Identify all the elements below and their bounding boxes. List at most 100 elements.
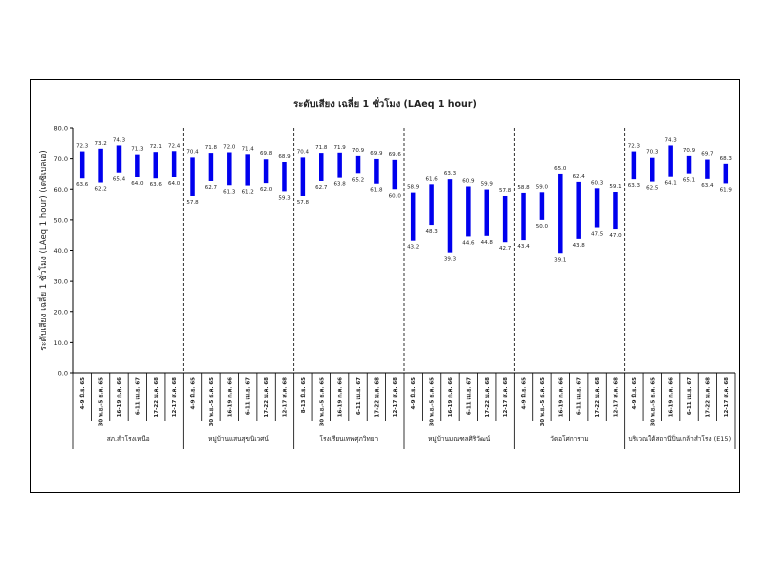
min-value-label: 47.0 bbox=[609, 233, 622, 239]
range-bar bbox=[263, 159, 269, 184]
period-label: 30 พ.ย.-5 ธ.ค. 65 bbox=[649, 377, 656, 427]
range-bar bbox=[558, 173, 563, 254]
range-bar bbox=[723, 163, 729, 184]
max-value-label: 59.9 bbox=[481, 182, 494, 188]
period-label: 16-19 ก.ค. 66 bbox=[116, 377, 123, 417]
range-bar bbox=[98, 148, 103, 183]
min-value-label: 62.2 bbox=[94, 187, 106, 193]
period-label: 12-17 ส.ค. 68 bbox=[502, 377, 509, 417]
min-value-label: 61.9 bbox=[720, 187, 733, 193]
min-value-label: 43.2 bbox=[407, 245, 419, 251]
period-label: 30 พ.ย.-5 ธ.ค. 65 bbox=[318, 377, 325, 427]
range-bar bbox=[300, 157, 306, 196]
range-bar bbox=[135, 154, 140, 177]
range-bar bbox=[594, 188, 600, 228]
range-bar bbox=[613, 192, 618, 230]
y-tick-label: 10.0 bbox=[54, 339, 68, 347]
period-label: 12-17 ส.ค. 68 bbox=[392, 377, 399, 417]
range-bar bbox=[190, 157, 195, 196]
plot-area: 72.3 63.6 73.2 62.2 74.3 65.4 71.3 64.0 72.1 63.6… bbox=[76, 128, 732, 373]
period-label: 8-13 มิ.ย. 65 bbox=[300, 377, 307, 413]
range-bar bbox=[208, 153, 214, 181]
chart-frame: ระดับเสียง เฉลี่ย 1 ชั่วโมง (LAeq 1 hour… bbox=[30, 79, 740, 493]
period-label: 30 พ.ย.-5 ธ.ค. 65 bbox=[539, 377, 546, 427]
min-value-label: 63.4 bbox=[701, 183, 714, 189]
period-label: 6-11 เม.ย. 67 bbox=[134, 377, 141, 415]
y-axis-label: ระดับเสียง เฉลี่ย 1 ชั่วโมง (LAeq 1 hour… bbox=[37, 150, 49, 350]
range-bar bbox=[539, 192, 545, 220]
period-label: 6-11 เม.ย. 67 bbox=[576, 377, 583, 415]
range-bar bbox=[410, 192, 416, 241]
min-value-label: 39.3 bbox=[444, 257, 457, 263]
min-value-label: 63.6 bbox=[76, 182, 89, 188]
min-value-label: 57.8 bbox=[297, 200, 310, 206]
period-label: 16-19 ก.ค. 66 bbox=[337, 377, 344, 417]
min-value-label: 43.4 bbox=[517, 244, 530, 250]
period-label: 30 พ.ย.-5 ธ.ค. 65 bbox=[98, 377, 105, 427]
min-value-label: 64.1 bbox=[665, 181, 677, 187]
period-label: 17-22 ม.ค. 68 bbox=[263, 377, 270, 418]
y-tick-label: 20.0 bbox=[54, 308, 68, 316]
min-value-label: 63.8 bbox=[334, 182, 347, 188]
max-value-label: 71.3 bbox=[131, 147, 144, 153]
period-label: 17-22 ม.ค. 68 bbox=[153, 377, 160, 418]
max-value-label: 69.8 bbox=[260, 151, 273, 157]
max-value-label: 68.9 bbox=[278, 154, 291, 160]
max-value-label: 59.1 bbox=[609, 184, 621, 190]
range-bar bbox=[392, 159, 398, 190]
range-bar bbox=[576, 181, 581, 239]
max-value-label: 70.3 bbox=[646, 150, 659, 156]
y-tick-label: 70.0 bbox=[54, 155, 68, 163]
y-tick-label: 40.0 bbox=[54, 247, 68, 255]
range-bar bbox=[521, 192, 526, 241]
range-bar bbox=[484, 189, 489, 236]
range-bar bbox=[282, 161, 287, 192]
min-value-label: 48.3 bbox=[425, 229, 438, 235]
max-value-label: 71.4 bbox=[242, 146, 255, 152]
max-value-label: 58.9 bbox=[407, 185, 420, 191]
max-value-label: 71.8 bbox=[205, 145, 218, 151]
period-label: 12-17 ส.ค. 68 bbox=[723, 377, 730, 417]
min-value-label: 61.2 bbox=[242, 190, 254, 196]
period-label: 6-11 เม.ย. 67 bbox=[355, 377, 362, 415]
range-bar bbox=[429, 184, 434, 226]
max-value-label: 69.9 bbox=[370, 151, 383, 157]
group-label: หมู่บ้านมณฑลศิริวัฒน์ bbox=[428, 435, 491, 443]
min-value-label: 65.4 bbox=[113, 177, 126, 183]
max-value-label: 69.6 bbox=[389, 152, 402, 158]
period-label: 17-22 ม.ค. 68 bbox=[594, 377, 601, 418]
range-bar bbox=[355, 155, 361, 174]
max-value-label: 70.9 bbox=[683, 148, 696, 154]
max-value-label: 58.8 bbox=[517, 185, 530, 191]
range-bar bbox=[319, 153, 324, 181]
max-value-label: 70.4 bbox=[297, 149, 310, 155]
range-bar bbox=[171, 151, 177, 177]
y-tick-label: 50.0 bbox=[54, 216, 68, 224]
y-axis: 0.0 10.0 20.0 30.0 40.0 50.0 60.0 70.0 80.0 bbox=[54, 125, 74, 378]
min-value-label: 61.8 bbox=[370, 188, 383, 194]
range-bar bbox=[374, 158, 379, 184]
range-bar bbox=[686, 155, 692, 174]
period-label: 17-22 ม.ค. 68 bbox=[373, 377, 380, 418]
period-label: 4-9 มิ.ย. 65 bbox=[521, 377, 528, 410]
min-value-label: 64.0 bbox=[168, 181, 181, 187]
noise-level-chart: ระดับเสียง เฉลี่ย 1 ชั่วโมง (LAeq 1 hour… bbox=[37, 96, 736, 449]
range-bar bbox=[337, 152, 342, 178]
min-value-label: 42.7 bbox=[499, 246, 512, 252]
period-label: 6-11 เม.ย. 67 bbox=[245, 377, 252, 415]
max-value-label: 69.7 bbox=[701, 152, 714, 158]
group-label: หมู่บ้านแสนสุขนิเวศน์ bbox=[208, 435, 269, 443]
period-label: 12-17 ส.ค. 68 bbox=[612, 377, 619, 417]
min-value-label: 57.8 bbox=[186, 200, 199, 206]
min-value-label: 59.3 bbox=[278, 195, 291, 201]
period-label: 16-19 ก.ค. 66 bbox=[447, 377, 454, 417]
min-value-label: 62.0 bbox=[260, 187, 273, 193]
chart-title: ระดับเสียง เฉลี่ย 1 ชั่วโมง (LAeq 1 hour… bbox=[293, 96, 477, 110]
range-bar bbox=[650, 157, 655, 182]
max-value-label: 71.9 bbox=[334, 145, 347, 151]
max-value-label: 63.3 bbox=[444, 171, 457, 177]
max-value-label: 57.8 bbox=[499, 188, 512, 194]
min-value-label: 65.2 bbox=[352, 177, 364, 183]
y-tick-label: 80.0 bbox=[54, 125, 68, 133]
period-label: 16-19 ก.ค. 66 bbox=[668, 377, 675, 417]
